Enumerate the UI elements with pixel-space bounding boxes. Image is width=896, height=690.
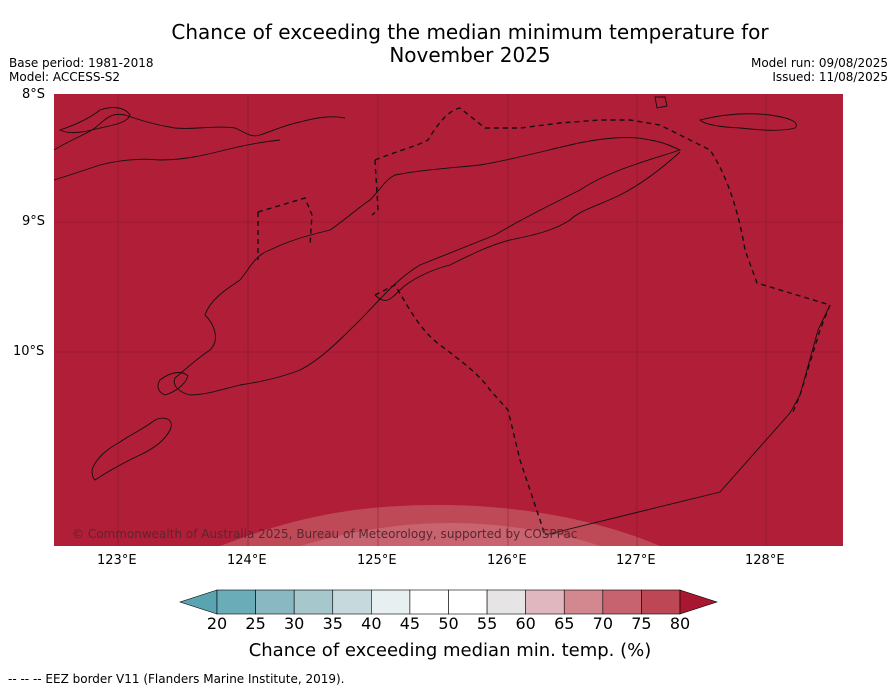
colorbar-segment — [641, 589, 681, 615]
lon-label-126e: 126°E — [487, 553, 527, 568]
model-name: Model: ACCESS-S2 — [9, 70, 121, 84]
colorbar-tick-label: 65 — [554, 614, 575, 633]
colorbar-segment — [448, 589, 488, 615]
lon-label-125e: 125°E — [357, 553, 397, 568]
colorbar-over-arrow — [679, 589, 718, 615]
timor-south-coast — [374, 151, 681, 301]
map-title-line1: Chance of exceeding the median minimum t… — [171, 20, 769, 44]
flores-coast — [53, 113, 346, 181]
colorbar-label: Chance of exceeding median min. temp. (%… — [248, 640, 652, 661]
eez-border — [257, 107, 831, 536]
colorbar-tick-label: 60 — [515, 614, 536, 633]
colorbar-segment — [563, 589, 604, 615]
model-run: Model run: 09/08/2025 — [750, 56, 888, 70]
copyright-notice: © Commonwealth of Australia 2025, Bureau… — [72, 527, 578, 541]
colorbar-tick-label: 20 — [206, 614, 228, 633]
coastlines — [53, 96, 831, 536]
lon-label-127e: 127°E — [616, 553, 656, 568]
colorbar-tick-label: 40 — [361, 614, 382, 633]
colorbar-segment — [525, 589, 565, 615]
colorbar-segment — [486, 589, 526, 615]
colorbar-segment — [602, 589, 642, 615]
lat-label-10s: 10°S — [13, 344, 45, 359]
probability-field — [54, 94, 843, 546]
alor-island — [58, 107, 131, 134]
colorbar-tick-label: 70 — [592, 614, 613, 633]
base-period: Base period: 1981-2018 — [9, 56, 154, 70]
colorbar-tick-label: 35 — [322, 614, 343, 633]
timor-island — [173, 137, 831, 536]
lon-label-128e: 128°E — [745, 553, 785, 568]
colorbar-segment — [371, 589, 411, 615]
colorbar-tick-label: 25 — [245, 614, 266, 633]
wetar-island — [699, 113, 797, 131]
colorbar-segment — [332, 589, 372, 615]
lat-label-9s: 9°S — [22, 214, 46, 229]
lon-label-124e: 124°E — [227, 553, 267, 568]
colorbar-segment — [409, 589, 449, 615]
probability-band-70 — [300, 523, 600, 546]
colorbar-tick-label: 50 — [438, 614, 459, 633]
eez-legend: -- -- -- EEZ border V11 (Flanders Marine… — [8, 672, 345, 686]
small-island-north — [654, 96, 668, 109]
issued-date: Issued: 11/08/2025 — [772, 70, 888, 84]
colorbar-tick-label: 75 — [631, 614, 652, 633]
colorbar-tick-label: 45 — [399, 614, 421, 633]
lat-label-8s: 8°S — [22, 87, 46, 102]
colorbar-segment — [216, 589, 256, 615]
graticule — [54, 94, 843, 546]
colorbar-tick-label: 80 — [669, 614, 691, 633]
semau-island — [157, 372, 189, 396]
colorbar-segment — [255, 589, 295, 615]
colorbar-tick-label: 55 — [476, 614, 498, 633]
colorbar — [179, 589, 718, 615]
rote-island — [91, 417, 172, 481]
colorbar-tick-label: 30 — [283, 614, 305, 633]
colorbar-under-arrow — [179, 589, 218, 615]
colorbar-segment — [293, 589, 334, 615]
lon-label-123e: 123°E — [97, 553, 137, 568]
map-title-line2: November 2025 — [389, 43, 551, 67]
